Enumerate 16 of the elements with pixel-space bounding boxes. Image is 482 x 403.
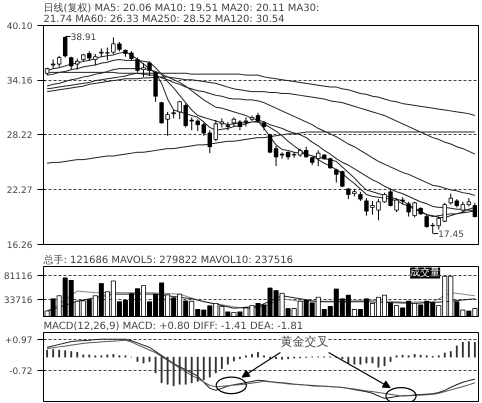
y-tick-label: 33716: [4, 296, 33, 306]
annotation: 38.91: [70, 32, 96, 43]
y-tick-label: 81116: [4, 272, 33, 282]
y-tick-label: +0.97: [4, 336, 33, 346]
y-tick-label: 16.26: [6, 241, 33, 251]
annotation: 17.45: [438, 230, 464, 240]
annotation: 黄金交叉: [280, 334, 328, 349]
y-tick-label: -0.72: [9, 366, 33, 377]
y-tick-label: 34.16: [6, 76, 33, 87]
chart-title: 日线(复权) MA5: 20.06 MA10: 19.51 MA20: 20.11 MA30: 21.74 MA60: 26.33 MA250: 28.52 MA120: 30.54: [44, 2, 320, 25]
y-tick-label: 40.10: [6, 22, 33, 32]
chart-title: MACD(12,26,9) MACD: +0.80 DIFF: -1.41 DEA: -1.81: [44, 321, 304, 332]
chart-title: 总手: 121686 MAVOL5: 279822 MAVOL10: 237516: [42, 254, 293, 266]
y-tick-label: 28.22: [6, 131, 32, 142]
annotation: 成交量: [410, 266, 440, 278]
y-tick-label: 22.27: [6, 186, 32, 196]
